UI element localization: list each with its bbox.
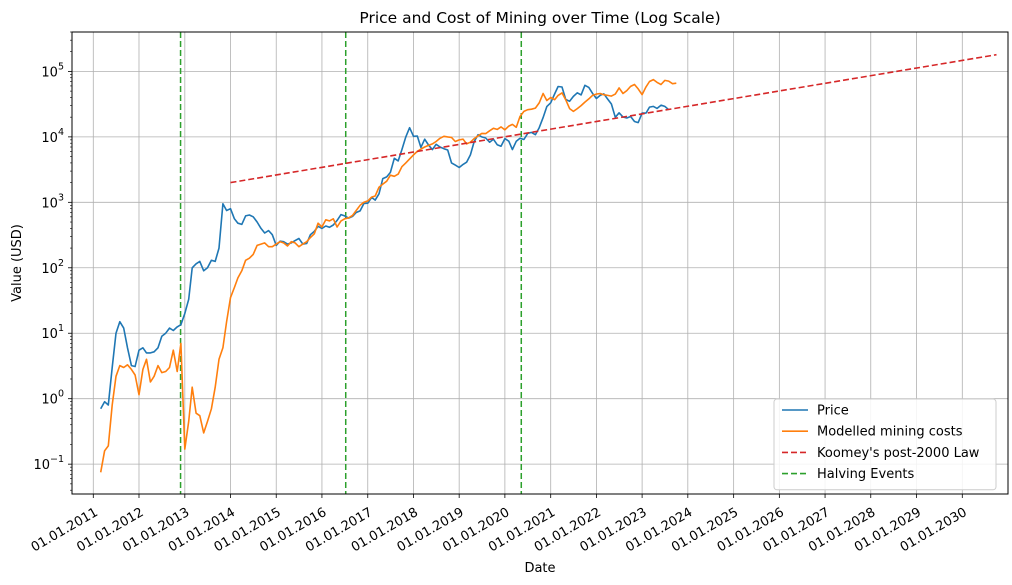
legend-box	[773, 398, 997, 491]
y-tick-label: 10−1	[33, 454, 64, 473]
y-tick-mantissa: 10	[41, 393, 58, 408]
series-line-modelled-mining-costs	[99, 78, 677, 473]
legend-label: Price	[817, 404, 849, 419]
series-line-price	[99, 84, 670, 410]
y-tick-mantissa: 10	[41, 65, 58, 80]
y-tick-mantissa: 10	[41, 327, 58, 342]
legend: Price Modelled mining costs Koomey's post-…	[773, 398, 997, 491]
y-tick-exponent: 4	[58, 127, 64, 138]
y-tick-exponent: 2	[58, 258, 64, 269]
halving-lines	[179, 32, 523, 494]
legend-label: Halving Events	[817, 467, 915, 482]
y-tick-exponent: −1	[50, 454, 64, 465]
y-tick-label: 102	[41, 258, 64, 277]
y-tick-exponent: 5	[58, 61, 64, 72]
y-tick-mantissa: 10	[33, 458, 50, 473]
y-tick-label: 100	[41, 389, 64, 408]
y-tick-label: 104	[41, 127, 64, 146]
y-tick-exponent: 3	[58, 192, 64, 203]
chart-title: Price and Cost of Mining over Time (Log …	[359, 9, 720, 27]
x-axis-ticks: 01.01.201101.01.201201.01.201301.01.2014…	[29, 494, 970, 555]
y-tick-mantissa: 10	[41, 262, 58, 277]
y-tick-exponent: 0	[58, 389, 64, 400]
y-tick-mantissa: 10	[41, 196, 58, 211]
y-tick-mantissa: 10	[41, 131, 58, 146]
series-line-koomey-s-post-2000-law	[230, 53, 997, 184]
y-tick-label: 101	[41, 323, 64, 342]
legend-label: Modelled mining costs	[817, 425, 963, 440]
y-tick-exponent: 1	[58, 323, 64, 334]
series-lines	[99, 53, 997, 473]
y-tick-label: 103	[41, 192, 64, 211]
y-tick-label: 105	[41, 61, 64, 80]
legend-label: Koomey's post-2000 Law	[817, 446, 980, 461]
plot-frame	[71, 31, 1009, 495]
x-axis-label: Date	[524, 561, 555, 576]
y-axis-label: Value (USD)	[10, 224, 25, 302]
